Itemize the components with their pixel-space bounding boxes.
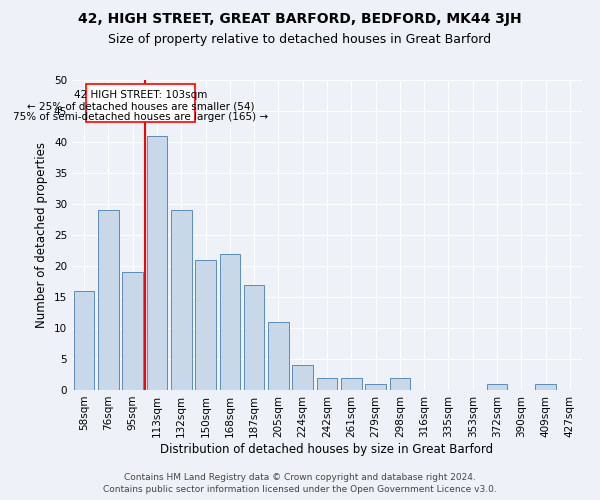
Bar xyxy=(268,322,289,390)
Text: Size of property relative to detached houses in Great Barford: Size of property relative to detached ho… xyxy=(109,32,491,46)
Text: 75% of semi-detached houses are larger (165) →: 75% of semi-detached houses are larger (… xyxy=(13,112,268,122)
Bar xyxy=(220,254,240,390)
Bar xyxy=(292,365,313,390)
Text: Contains public sector information licensed under the Open Government Licence v3: Contains public sector information licen… xyxy=(103,485,497,494)
X-axis label: Distribution of detached houses by size in Great Barford: Distribution of detached houses by size … xyxy=(160,442,494,456)
FancyBboxPatch shape xyxy=(86,84,196,122)
Bar xyxy=(317,378,337,390)
Y-axis label: Number of detached properties: Number of detached properties xyxy=(35,142,49,328)
Bar xyxy=(389,378,410,390)
Bar xyxy=(244,284,265,390)
Bar xyxy=(146,136,167,390)
Bar xyxy=(74,291,94,390)
Text: 42 HIGH STREET: 103sqm: 42 HIGH STREET: 103sqm xyxy=(74,90,208,100)
Bar xyxy=(365,384,386,390)
Bar xyxy=(171,210,191,390)
Text: 42, HIGH STREET, GREAT BARFORD, BEDFORD, MK44 3JH: 42, HIGH STREET, GREAT BARFORD, BEDFORD,… xyxy=(78,12,522,26)
Bar xyxy=(195,260,216,390)
Bar xyxy=(341,378,362,390)
Bar xyxy=(98,210,119,390)
Bar xyxy=(122,272,143,390)
Text: Contains HM Land Registry data © Crown copyright and database right 2024.: Contains HM Land Registry data © Crown c… xyxy=(124,472,476,482)
Text: ← 25% of detached houses are smaller (54): ← 25% of detached houses are smaller (54… xyxy=(27,101,254,111)
Bar xyxy=(487,384,508,390)
Bar xyxy=(535,384,556,390)
